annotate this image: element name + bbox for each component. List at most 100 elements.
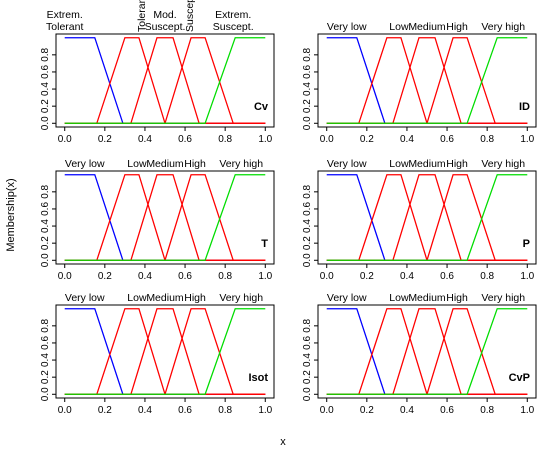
category-label: Medium <box>146 292 184 304</box>
membership-series-2 <box>64 308 266 395</box>
membership-series-3 <box>64 174 266 261</box>
x-tick-label: 0.6 <box>440 405 454 416</box>
membership-series-5 <box>64 174 266 261</box>
y-tick-label: 0.2 <box>302 370 313 384</box>
x-tick-label: 1.0 <box>520 134 534 145</box>
panel-1: 0.0 0.2 0.4 0.6 0.8 1.0 0.0 0.2 0.4 0.6 0.8 Cv Extre… <box>40 0 275 145</box>
category-label: Low <box>127 292 147 304</box>
x-tick-label: 0.0 <box>58 271 72 282</box>
x-tick-label: 0.2 <box>98 134 112 145</box>
y-tick-label: 0.8 <box>40 318 51 332</box>
x-tick-label: 0.2 <box>360 405 374 416</box>
y-tick-label: 0.6 <box>302 202 313 216</box>
x-axis-title: x <box>280 436 286 448</box>
x-tick-label: 0.4 <box>400 134 414 145</box>
y-tick-label: 0.6 <box>302 336 313 350</box>
y-tick-label: 0.6 <box>40 65 51 79</box>
x-tick-label: 1.0 <box>520 405 534 416</box>
y-tick-label: 0.4 <box>40 219 51 233</box>
category-label: Very low <box>65 158 105 170</box>
plot-frame <box>55 170 275 265</box>
panel-label: P <box>523 238 530 250</box>
membership-series-1 <box>64 308 266 395</box>
x-tick-label: 1.0 <box>258 271 272 282</box>
y-tick-label: 0.8 <box>302 184 313 198</box>
category-label: Medium <box>408 292 446 304</box>
panel-6: 0.0 0.2 0.4 0.6 0.8 1.0 0.0 0.2 0.4 0.6 0.8 CvP Very… <box>302 292 537 416</box>
y-tick-label: 0.0 <box>302 387 313 401</box>
x-tick-label: 0.6 <box>178 271 192 282</box>
x-tick-label: 0.2 <box>98 271 112 282</box>
category-label: Very high <box>219 292 263 304</box>
membership-series-2 <box>326 37 528 124</box>
y-tick-label: 0.2 <box>40 236 51 250</box>
x-tick-label: 0.8 <box>480 405 494 416</box>
y-tick-label: 0.0 <box>302 253 313 267</box>
y-tick-label: 0.8 <box>302 47 313 61</box>
x-tick-label: 0.8 <box>480 271 494 282</box>
membership-series-2 <box>326 308 528 395</box>
category-label: High <box>446 292 468 304</box>
membership-series-1 <box>64 174 266 261</box>
membership-series-1 <box>326 174 528 261</box>
membership-series-1 <box>64 37 266 124</box>
category-label: Suscept. <box>184 0 196 32</box>
membership-series-2 <box>64 174 266 261</box>
category-label: High <box>446 158 468 170</box>
y-tick-label: 0.4 <box>302 353 313 367</box>
y-tick-label: 0.6 <box>40 202 51 216</box>
x-tick-label: 0.4 <box>138 405 152 416</box>
category-label: Medium <box>408 158 446 170</box>
y-tick-label: 0.8 <box>302 318 313 332</box>
category-label: Very low <box>65 292 105 304</box>
y-tick-label: 0.6 <box>302 65 313 79</box>
membership-series-2 <box>64 37 266 124</box>
x-tick-label: 0.2 <box>360 134 374 145</box>
y-axis-title: Membership(x) <box>5 178 17 251</box>
x-tick-label: 0.8 <box>218 405 232 416</box>
category-label: Mod. <box>153 9 176 21</box>
membership-series-4 <box>64 37 266 124</box>
category-label: High <box>184 158 206 170</box>
panel-label: Cv <box>254 101 269 113</box>
x-tick-label: 0.6 <box>440 271 454 282</box>
panel-2: 0.0 0.2 0.4 0.6 0.8 1.0 0.0 0.2 0.4 0.6 0.8 ID Very … <box>302 21 537 145</box>
panel-3: 0.0 0.2 0.4 0.6 0.8 1.0 0.0 0.2 0.4 0.6 0.8 T Very l… <box>40 158 275 282</box>
x-tick-label: 0.0 <box>320 134 334 145</box>
y-tick-label: 0.2 <box>302 236 313 250</box>
y-tick-label: 0.2 <box>40 370 51 384</box>
x-tick-label: 0.8 <box>218 134 232 145</box>
category-label: Very high <box>481 158 525 170</box>
membership-series-1 <box>326 37 528 124</box>
y-tick-label: 0.0 <box>302 116 313 130</box>
panel-5: 0.0 0.2 0.4 0.6 0.8 1.0 0.0 0.2 0.4 0.6 0.8 Isot Ver… <box>40 292 275 416</box>
y-tick-label: 0.4 <box>40 82 51 96</box>
x-tick-label: 0.0 <box>320 405 334 416</box>
y-tick-label: 0.0 <box>40 387 51 401</box>
plot-frame <box>55 304 275 399</box>
membership-series-5 <box>326 174 528 261</box>
panels-group: 0.0 0.2 0.4 0.6 0.8 1.0 0.0 0.2 0.4 0.6 0.8 Cv Extre… <box>40 0 537 416</box>
x-tick-label: 1.0 <box>520 271 534 282</box>
membership-series-5 <box>64 308 266 395</box>
category-label: Tolerant <box>136 0 148 32</box>
category-label: High <box>446 21 468 33</box>
membership-series-3 <box>64 37 266 124</box>
x-tick-label: 1.0 <box>258 405 272 416</box>
panel-label: Isot <box>248 372 268 384</box>
membership-series-4 <box>326 174 528 261</box>
y-tick-label: 0.8 <box>40 47 51 61</box>
plot-frame <box>317 33 537 128</box>
y-tick-label: 0.4 <box>302 82 313 96</box>
membership-series-3 <box>64 308 266 395</box>
x-tick-label: 0.0 <box>58 134 72 145</box>
membership-series-1 <box>326 308 528 395</box>
category-label: Extrem. <box>47 9 83 21</box>
membership-series-3 <box>326 37 528 124</box>
y-tick-label: 0.0 <box>40 116 51 130</box>
panel-4: 0.0 0.2 0.4 0.6 0.8 1.0 0.0 0.2 0.4 0.6 0.8 P Very l… <box>302 158 537 282</box>
category-label: Very high <box>481 292 525 304</box>
category-label: Suscept. <box>213 21 254 33</box>
x-tick-label: 0.8 <box>480 134 494 145</box>
x-tick-label: 0.6 <box>178 405 192 416</box>
